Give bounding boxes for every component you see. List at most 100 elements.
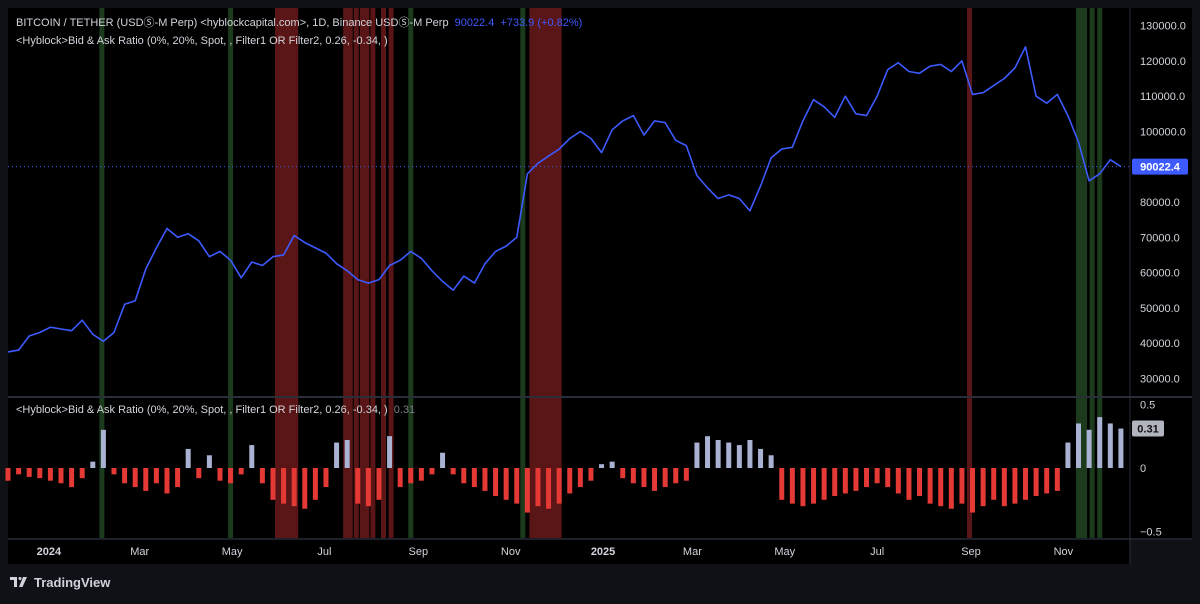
- red-highlight-band: [966, 398, 972, 538]
- time-tick-label: 2024: [37, 546, 62, 558]
- green-highlight-band: [228, 8, 234, 396]
- red-highlight-band: [293, 8, 299, 396]
- green-highlight-band: [99, 8, 105, 396]
- last-indicator-label: 0.31: [1132, 420, 1164, 437]
- last-indicator-box: [1132, 420, 1164, 437]
- indicator-bar: [100, 429, 106, 468]
- time-tick-label: Mar: [683, 546, 702, 558]
- red-highlight-band: [347, 398, 353, 538]
- indicator-bar: [122, 468, 128, 484]
- indicator-bar: [917, 468, 923, 496]
- lower-indicator-legend[interactable]: <Hyblock>Bid & Ask Ratio (0%, 20%, Spot,…: [16, 404, 415, 416]
- indicator-bar: [37, 468, 43, 479]
- indicator-bar: [726, 442, 732, 468]
- red-highlight-band: [359, 8, 365, 396]
- indicator-bar: [26, 468, 32, 477]
- indicator-bar: [652, 468, 658, 491]
- indicator-bar: [832, 468, 838, 496]
- indicator-bar: [344, 440, 350, 468]
- indicator-bar: [768, 455, 774, 468]
- indicator-bar: [397, 468, 403, 488]
- header-change: +733.9 (+0.82%): [500, 17, 582, 29]
- indicator-bar: [705, 436, 711, 468]
- indicator-bar: [694, 442, 700, 468]
- indicator-bar: [758, 448, 764, 468]
- red-highlight-band: [381, 8, 387, 396]
- red-highlight-band: [343, 8, 349, 396]
- time-tick-label: May: [222, 546, 243, 558]
- price-tick-label: 70000.0: [1140, 232, 1180, 244]
- red-highlight-band: [966, 8, 972, 396]
- indicator-bar: [630, 468, 636, 484]
- indicator-bar: [281, 468, 287, 504]
- indicator-bar: [906, 468, 912, 500]
- price-axis-ticks: 130000.0120000.0110000.0100000.090000.08…: [1140, 21, 1186, 386]
- indicator-axis-ticks: 0.5 0 −0.5: [1140, 399, 1162, 538]
- red-highlight-band: [381, 398, 387, 538]
- time-tick-label: Mar: [130, 546, 149, 558]
- indicator-bar: [895, 468, 901, 494]
- indicator-bars: [5, 417, 1124, 513]
- indicator-bar: [418, 468, 424, 481]
- indicator-bar: [153, 468, 159, 484]
- indicator-tick-label: −0.5: [1140, 527, 1162, 539]
- red-highlight-band: [370, 398, 376, 538]
- indicator-bar: [217, 468, 223, 481]
- time-tick-label: Nov: [1054, 546, 1074, 558]
- symbol-legend[interactable]: BITCOIN / TETHER (USDⓈ-M Perp) <hyblockc…: [16, 16, 582, 29]
- indicator-bar: [1065, 442, 1071, 468]
- indicator-bar: [503, 468, 509, 500]
- indicator-bar: [853, 468, 859, 491]
- time-tick-label: Sep: [961, 546, 981, 558]
- last-indicator-text: 0.31: [1137, 424, 1158, 436]
- price-tick-label: 120000.0: [1140, 56, 1186, 68]
- tradingview-logo-icon: [10, 577, 27, 587]
- indicator-bar: [736, 445, 742, 468]
- price-tick-label: 60000.0: [1140, 268, 1180, 280]
- indicator-bar: [249, 445, 255, 468]
- time-axis[interactable]: [8, 540, 1130, 564]
- indicator-bar: [355, 468, 361, 504]
- red-highlight-band: [364, 8, 370, 396]
- last-price-text: 90022.4: [1140, 162, 1181, 174]
- red-highlight-band: [359, 398, 365, 538]
- red-highlight-band: [290, 8, 296, 396]
- indicator-bar: [683, 468, 689, 481]
- indicator-bar: [175, 468, 181, 488]
- green-highlight-band: [408, 8, 414, 396]
- indicator-bar: [620, 468, 626, 479]
- price-axis[interactable]: [1130, 8, 1192, 538]
- indicator-bar: [577, 468, 583, 488]
- indicator-bar: [16, 468, 22, 475]
- indicator-bar: [970, 468, 976, 513]
- indicator-bar: [524, 468, 530, 513]
- indicator-bar: [959, 468, 965, 504]
- indicator-bar: [228, 468, 234, 484]
- price-tick-label: 40000.0: [1140, 338, 1180, 350]
- green-highlight-band: [1079, 8, 1085, 396]
- price-tick-label: 130000.0: [1140, 21, 1186, 33]
- red-highlight-band: [347, 8, 353, 396]
- red-highlight-band: [547, 8, 553, 396]
- indicator-bar: [429, 468, 435, 475]
- highlight-bands-indicator: [99, 398, 1103, 538]
- red-highlight-band: [285, 398, 291, 538]
- indicator-bar: [927, 468, 933, 504]
- indicator-bar: [546, 468, 552, 509]
- indicator-bar: [948, 468, 954, 509]
- time-tick-label: Jul: [870, 546, 884, 558]
- indicator-bar: [132, 468, 138, 488]
- footer-brand[interactable]: TradingView: [10, 572, 110, 592]
- indicator-bar: [842, 468, 848, 494]
- price-pane[interactable]: [8, 8, 1130, 396]
- red-highlight-band: [538, 8, 544, 396]
- indicator-bar: [673, 468, 679, 484]
- red-highlight-band: [278, 8, 284, 396]
- indicator-bar: [196, 468, 202, 479]
- indicator-legend[interactable]: <Hyblock>Bid & Ask Ratio (0%, 20%, Spot,…: [16, 35, 388, 47]
- indicator-bar: [789, 468, 795, 504]
- indicator-bar: [1107, 423, 1113, 468]
- red-highlight-band: [541, 398, 547, 538]
